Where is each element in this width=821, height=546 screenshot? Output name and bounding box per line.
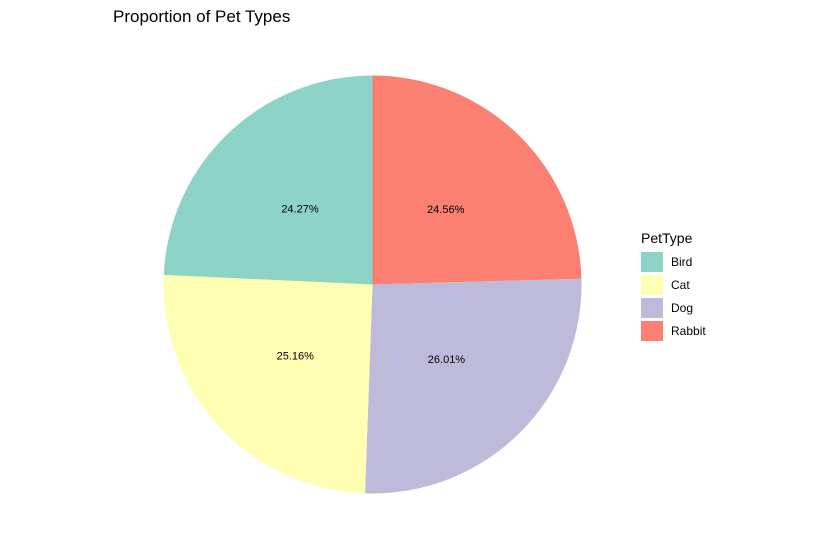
- pie-slice-labels: 24.56% 26.01% 25.16% 24.27%: [277, 204, 466, 366]
- slice-label-cat: 25.16%: [277, 351, 315, 363]
- slice-label-dog: 26.01%: [428, 354, 466, 366]
- pie-slice-cat: [163, 274, 373, 494]
- legend-label-bird: Bird: [671, 255, 692, 269]
- pie-slices: [163, 75, 582, 494]
- legend: Bird Cat Dog Rabbit: [641, 252, 706, 341]
- legend-key-cat: [641, 275, 663, 295]
- slice-label-rabbit: 24.56%: [427, 204, 465, 216]
- pie-slice-rabbit: [372, 75, 582, 285]
- legend-label-cat: Cat: [671, 278, 690, 292]
- legend-label-dog: Dog: [671, 301, 693, 315]
- slice-label-bird: 24.27%: [281, 204, 319, 216]
- legend-key-dog: [641, 298, 663, 318]
- pie-slice-bird: [163, 75, 373, 285]
- legend-key-rabbit: [641, 321, 663, 341]
- pie-slice-dog: [365, 278, 582, 494]
- chart-title: Proportion of Pet Types: [113, 7, 290, 26]
- legend-title: PetType: [641, 230, 693, 246]
- legend-key-bird: [641, 252, 663, 272]
- legend-label-rabbit: Rabbit: [671, 324, 706, 338]
